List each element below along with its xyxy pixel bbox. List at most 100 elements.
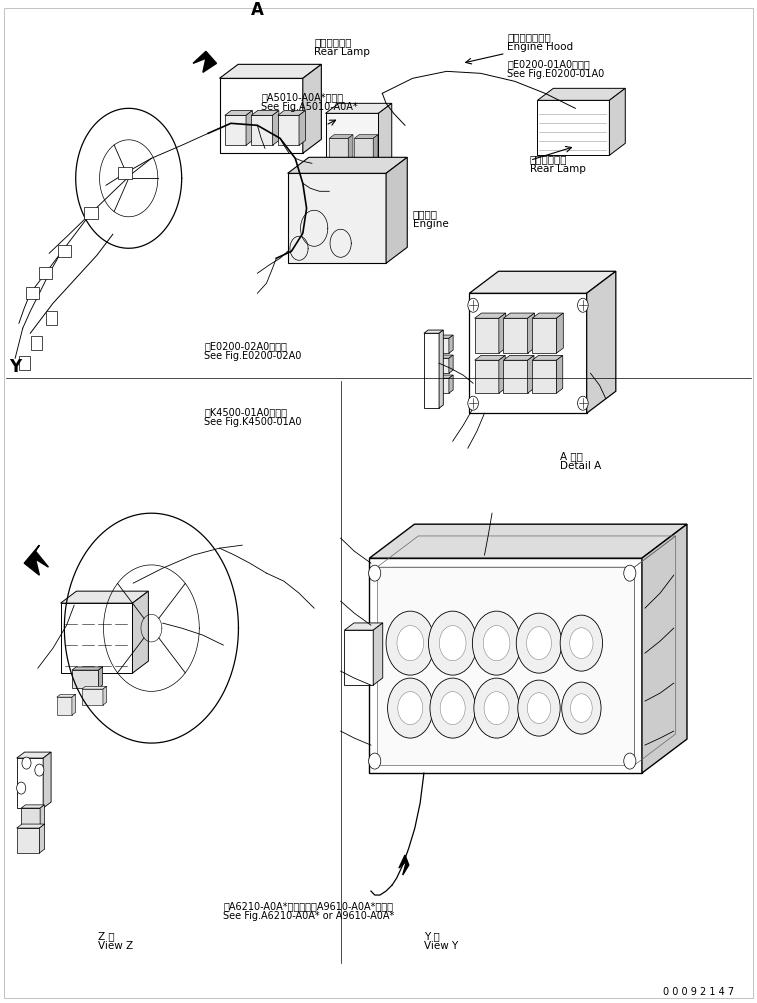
Polygon shape — [40, 805, 45, 828]
Circle shape — [22, 757, 31, 769]
Polygon shape — [503, 319, 528, 354]
Text: 第E0200-02A0図参照: 第E0200-02A0図参照 — [204, 341, 287, 351]
Circle shape — [528, 693, 550, 724]
Polygon shape — [17, 752, 51, 758]
Polygon shape — [43, 752, 51, 808]
Polygon shape — [475, 319, 499, 354]
Polygon shape — [503, 314, 534, 319]
Circle shape — [35, 764, 44, 776]
Circle shape — [484, 692, 509, 725]
Circle shape — [430, 678, 475, 738]
Bar — [118, 169, 132, 181]
Polygon shape — [532, 356, 562, 361]
Polygon shape — [220, 79, 303, 154]
Polygon shape — [439, 331, 444, 409]
Polygon shape — [354, 139, 373, 161]
Text: エンジン: エンジン — [413, 209, 438, 219]
Polygon shape — [386, 158, 407, 264]
Circle shape — [428, 612, 477, 675]
Polygon shape — [103, 687, 107, 705]
Text: 第A5010-A0A*図参照: 第A5010-A0A*図参照 — [261, 92, 343, 102]
Text: Engine: Engine — [413, 219, 448, 229]
Polygon shape — [82, 687, 107, 689]
Circle shape — [369, 753, 381, 769]
Polygon shape — [532, 361, 556, 394]
Text: Y 視: Y 視 — [424, 930, 440, 940]
Circle shape — [570, 628, 593, 659]
Text: Detail A: Detail A — [560, 460, 601, 470]
Text: Rear Lamp: Rear Lamp — [314, 47, 370, 57]
Polygon shape — [369, 525, 687, 559]
Text: See Fig.A6210-A0A* or A9610-A0A*: See Fig.A6210-A0A* or A9610-A0A* — [223, 910, 394, 920]
Text: Rear Lamp: Rear Lamp — [530, 164, 586, 175]
Polygon shape — [587, 272, 615, 414]
Polygon shape — [430, 379, 449, 394]
Polygon shape — [475, 361, 499, 394]
Polygon shape — [532, 319, 556, 354]
Text: View Y: View Y — [424, 940, 458, 950]
Circle shape — [518, 680, 560, 736]
Circle shape — [526, 627, 551, 660]
Bar — [26, 288, 39, 300]
Circle shape — [386, 612, 435, 675]
Text: See Fig.E0200-01A0: See Fig.E0200-01A0 — [507, 69, 604, 79]
Polygon shape — [98, 667, 103, 688]
Polygon shape — [449, 376, 453, 394]
Polygon shape — [354, 135, 378, 139]
Polygon shape — [299, 111, 305, 146]
Text: Y: Y — [9, 358, 21, 376]
Polygon shape — [225, 111, 252, 116]
Polygon shape — [430, 376, 453, 379]
Polygon shape — [556, 314, 563, 354]
Text: 第A6210-A0A*図または第A9610-A0A*図参照: 第A6210-A0A*図または第A9610-A0A*図参照 — [223, 900, 394, 910]
Polygon shape — [39, 824, 45, 854]
Text: See Fig.K4500-01A0: See Fig.K4500-01A0 — [204, 417, 302, 427]
Circle shape — [397, 626, 424, 661]
Polygon shape — [273, 111, 279, 146]
Circle shape — [388, 678, 433, 738]
Bar — [84, 208, 98, 220]
Polygon shape — [17, 824, 45, 828]
Polygon shape — [537, 89, 625, 101]
Polygon shape — [220, 65, 321, 79]
Polygon shape — [225, 116, 246, 146]
Polygon shape — [475, 356, 505, 361]
Polygon shape — [288, 158, 407, 175]
Polygon shape — [609, 89, 625, 156]
Text: 第K4500-01A0図参照: 第K4500-01A0図参照 — [204, 407, 288, 417]
Polygon shape — [373, 623, 383, 685]
Polygon shape — [503, 356, 534, 361]
Circle shape — [624, 566, 636, 582]
Circle shape — [468, 397, 478, 411]
Text: See Fig.E0200-02A0: See Fig.E0200-02A0 — [204, 351, 302, 361]
Circle shape — [624, 753, 636, 769]
Polygon shape — [288, 175, 386, 264]
Polygon shape — [430, 356, 453, 359]
Polygon shape — [499, 356, 505, 394]
Polygon shape — [369, 559, 642, 773]
Text: エンジンフード: エンジンフード — [507, 32, 551, 42]
Polygon shape — [61, 592, 148, 604]
Polygon shape — [21, 805, 45, 808]
Polygon shape — [475, 314, 506, 319]
Circle shape — [369, 566, 381, 582]
Text: A 詳細: A 詳細 — [560, 450, 583, 460]
Polygon shape — [251, 116, 273, 146]
Polygon shape — [57, 695, 76, 697]
Polygon shape — [430, 336, 453, 339]
Polygon shape — [17, 758, 43, 808]
Text: リヤーランプ: リヤーランプ — [314, 37, 352, 47]
Circle shape — [571, 694, 592, 723]
Circle shape — [578, 397, 588, 411]
Text: リヤーランプ: リヤーランプ — [530, 154, 568, 164]
Circle shape — [439, 626, 466, 661]
Polygon shape — [528, 314, 534, 354]
Text: Engine Hood: Engine Hood — [507, 42, 573, 52]
Circle shape — [562, 682, 601, 734]
Text: Z 視: Z 視 — [98, 930, 115, 940]
Polygon shape — [430, 359, 449, 374]
Circle shape — [468, 299, 478, 313]
Polygon shape — [424, 331, 444, 334]
Polygon shape — [21, 808, 40, 828]
Text: See Fig.A5010-A0A*: See Fig.A5010-A0A* — [261, 102, 358, 112]
